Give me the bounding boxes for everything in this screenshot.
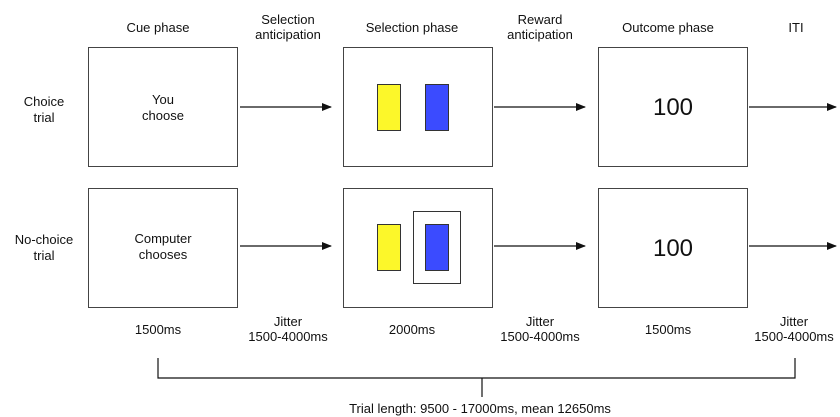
outcome-box-choice: 100: [598, 47, 748, 167]
row-label-choice-trial: Choice trial: [4, 94, 84, 126]
header-reward-anticipation-line2: anticipation: [507, 27, 573, 42]
cue-text-nochoice-line2: chooses: [138, 247, 188, 262]
header-reward-anticipation-line1: Reward: [517, 12, 563, 27]
timing-selection: 2000ms: [388, 322, 436, 337]
cue-text-choice-line1: You: [152, 92, 174, 107]
selection-box-choice: [343, 47, 493, 167]
header-iti: ITI: [788, 20, 804, 35]
header-selection-anticipation: Selection anticipation: [255, 12, 321, 42]
yellow-card-nochoice: [377, 224, 401, 271]
cue-text-nochoice-line1: Computer: [134, 231, 192, 246]
timing-iti-line1: Jitter: [779, 314, 809, 329]
yellow-card-choice: [377, 84, 401, 131]
row-label-nochoice-trial: No-choice trial: [4, 232, 84, 264]
row-label-choice-line1: Choice: [23, 94, 65, 109]
header-outcome-phase: Outcome phase: [622, 20, 714, 35]
outcome-value-choice: 100: [652, 94, 694, 121]
trial-length-label: Trial length: 9500 - 17000ms, mean 12650…: [349, 401, 611, 416]
outcome-box-nochoice: 100: [598, 188, 748, 308]
row-label-nochoice-line1: No-choice: [14, 232, 74, 247]
cue-text-choice: You choose: [89, 92, 237, 124]
row-label-choice-line2: trial: [33, 110, 55, 125]
header-selection-anticipation-line2: anticipation: [255, 27, 321, 42]
selection-frame-nochoice: [413, 211, 461, 284]
trial-length-bracket: [157, 358, 796, 379]
timing-iti-line2: 1500-4000ms: [754, 329, 834, 344]
cue-text-nochoice: Computer chooses: [89, 231, 237, 263]
blue-card-choice: [425, 84, 449, 131]
timing-reward-anticipation-line1: Jitter: [525, 314, 555, 329]
timing-selection-anticipation: Jitter 1500-4000ms: [248, 314, 328, 344]
row-label-nochoice-line2: trial: [33, 248, 55, 263]
timing-selection-anticipation-line2: 1500-4000ms: [248, 329, 328, 344]
timing-outcome: 1500ms: [644, 322, 692, 337]
timing-iti: Jitter 1500-4000ms: [754, 314, 834, 344]
outcome-value-nochoice: 100: [652, 235, 694, 262]
cue-box-nochoice: Computer chooses: [88, 188, 238, 308]
blue-card-nochoice: [425, 224, 449, 271]
cue-box-choice: You choose: [88, 47, 238, 167]
cue-text-choice-line2: choose: [142, 108, 184, 123]
timing-reward-anticipation-line2: 1500-4000ms: [500, 329, 580, 344]
selection-box-nochoice: [343, 188, 493, 308]
header-selection-anticipation-line1: Selection: [261, 12, 315, 27]
header-cue-phase: Cue phase: [126, 20, 190, 35]
timing-reward-anticipation: Jitter 1500-4000ms: [500, 314, 580, 344]
timing-cue: 1500ms: [134, 322, 182, 337]
header-selection-phase: Selection phase: [365, 20, 459, 35]
header-reward-anticipation: Reward anticipation: [507, 12, 573, 42]
timing-selection-anticipation-line1: Jitter: [273, 314, 303, 329]
